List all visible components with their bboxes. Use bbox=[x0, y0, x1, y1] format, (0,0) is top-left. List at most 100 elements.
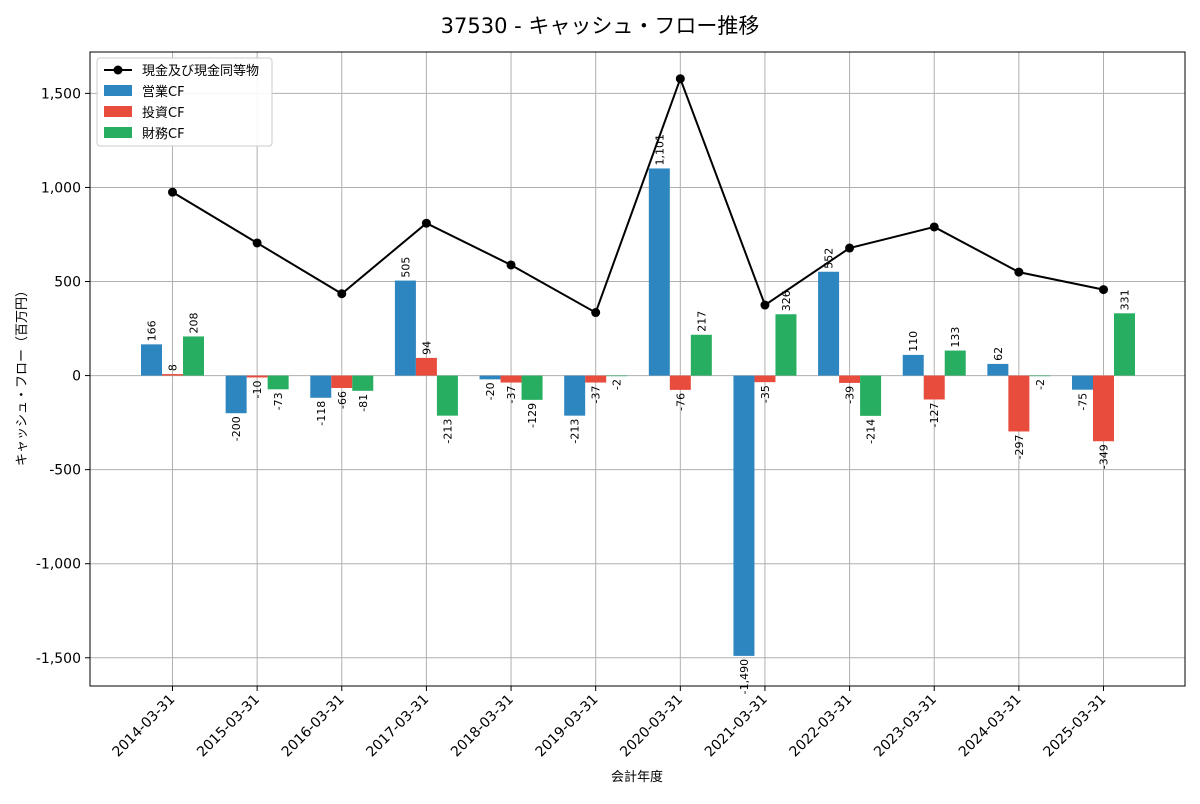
financing-cf-bar bbox=[352, 375, 374, 391]
x-tick-label: 2014-03-31 bbox=[109, 692, 178, 761]
financing-cf-data-label: 217 bbox=[695, 311, 708, 332]
cash-balance-point bbox=[1099, 285, 1108, 295]
investing-cf-bar bbox=[500, 375, 522, 383]
investing-cf-bar bbox=[162, 374, 183, 376]
financing-cf-bar bbox=[860, 375, 882, 416]
investing-cf-data-label: -66 bbox=[336, 391, 349, 409]
financing-cf-data-label: -2 bbox=[611, 379, 624, 390]
financing-cf-bar bbox=[1114, 313, 1135, 376]
operating-cf-bar bbox=[1072, 375, 1093, 390]
operating-cf-data-label: -118 bbox=[315, 401, 328, 426]
financing-cf-data-label: -2 bbox=[1034, 379, 1047, 390]
investing-cf-bar bbox=[331, 375, 353, 389]
cash-balance-point bbox=[1014, 267, 1024, 277]
operating-cf-bar bbox=[564, 375, 586, 416]
financing-cf-data-label: 208 bbox=[188, 312, 201, 333]
financing-cf-data-label: -73 bbox=[272, 392, 285, 410]
cash-balance-point bbox=[252, 238, 262, 248]
financing-cf-bar bbox=[690, 334, 712, 376]
x-tick-label: 2024-03-31 bbox=[956, 692, 1025, 761]
x-tick-label: 2025-03-31 bbox=[1040, 692, 1109, 761]
operating-cf-data-label: 1,101 bbox=[653, 134, 666, 166]
x-tick-label: 2017-03-31 bbox=[363, 692, 432, 761]
x-tick-label: 2015-03-31 bbox=[194, 692, 263, 761]
operating-cf-bar bbox=[394, 280, 416, 376]
financing-cf-bar bbox=[267, 375, 289, 390]
operating-cf-data-label: -75 bbox=[1077, 393, 1090, 411]
investing-cf-bar bbox=[923, 375, 945, 400]
chart-title: 37530 - キャッシュ・フロー推移 bbox=[441, 14, 760, 38]
legend-swatch-financing-cf bbox=[104, 127, 132, 138]
operating-cf-bar bbox=[733, 375, 755, 656]
data-labels-layer: 166 -200 -118 505 -20 -213 1,101 -1,490 552 110 62… bbox=[146, 134, 1132, 694]
financing-cf-bar bbox=[944, 350, 966, 376]
x-tick-label: 2020-03-31 bbox=[617, 692, 686, 761]
cash-balance-point bbox=[845, 243, 855, 253]
operating-cf-data-label: 62 bbox=[992, 347, 1005, 361]
financing-cf-bar bbox=[775, 314, 797, 376]
investing-cf-data-label: -39 bbox=[844, 386, 857, 404]
financing-cf-data-label: -81 bbox=[357, 394, 370, 412]
x-tick-label: 2016-03-31 bbox=[279, 692, 348, 761]
operating-cf-data-label: -200 bbox=[230, 416, 243, 441]
financing-cf-bar bbox=[1029, 375, 1051, 377]
investing-cf-data-label: -10 bbox=[251, 380, 264, 398]
cash-balance-point bbox=[506, 260, 516, 270]
operating-cf-bar bbox=[479, 375, 501, 380]
x-tick-label: 2018-03-31 bbox=[448, 692, 517, 761]
cash-balance-line bbox=[171, 75, 1104, 315]
bars-layer bbox=[141, 168, 1135, 656]
x-tick-label: 2022-03-31 bbox=[787, 692, 856, 761]
y-tick-label: -1,000 bbox=[36, 557, 81, 573]
financing-cf-data-label: -129 bbox=[526, 403, 539, 428]
investing-cf-data-label: -297 bbox=[1013, 434, 1026, 459]
cash-balance-point bbox=[929, 222, 939, 232]
legend-swatch-operating-cf bbox=[104, 85, 132, 96]
operating-cf-bar bbox=[648, 168, 670, 376]
investing-cf-data-label: -37 bbox=[505, 386, 518, 404]
x-tick-label: 2019-03-31 bbox=[533, 692, 602, 761]
investing-cf-bar bbox=[669, 375, 691, 390]
operating-cf-data-label: 505 bbox=[399, 257, 412, 278]
operating-cf-data-label: -1,490 bbox=[738, 659, 751, 694]
operating-cf-bar bbox=[902, 354, 924, 376]
x-tick-label: 2021-03-31 bbox=[702, 692, 771, 761]
line-layer bbox=[168, 74, 1108, 318]
cash-balance-point bbox=[760, 300, 770, 310]
grid-layer bbox=[90, 52, 1185, 686]
y-tick-label: 500 bbox=[54, 275, 81, 291]
legend-swatch-cash-marker bbox=[113, 65, 123, 75]
legend-label-financing-cf: 財務CF bbox=[142, 127, 185, 142]
operating-cf-bar bbox=[310, 375, 332, 398]
operating-cf-bar bbox=[225, 375, 247, 414]
investing-cf-data-label: 94 bbox=[420, 341, 433, 355]
y-tick-label: 1,500 bbox=[41, 86, 81, 102]
financing-cf-data-label: 133 bbox=[949, 327, 962, 348]
plot-frame bbox=[89, 51, 1186, 687]
investing-cf-data-label: -37 bbox=[590, 386, 603, 404]
cash-balance-point bbox=[421, 218, 431, 228]
y-axis-label: キャッシュ・フロー（百万円） bbox=[15, 284, 30, 466]
operating-cf-data-label: -20 bbox=[484, 382, 497, 400]
y-tick-label: -1,500 bbox=[36, 651, 81, 667]
financing-cf-bar bbox=[606, 375, 628, 377]
investing-cf-bar bbox=[1008, 375, 1030, 432]
legend-swatch-investing-cf bbox=[104, 106, 132, 117]
financing-cf-bar bbox=[183, 336, 204, 376]
cash-balance-point bbox=[675, 74, 685, 84]
investing-cf-bar bbox=[1093, 375, 1114, 442]
operating-cf-data-label: -213 bbox=[569, 419, 582, 444]
investing-cf-data-label: -127 bbox=[928, 402, 941, 427]
investing-cf-data-label: -349 bbox=[1098, 444, 1111, 469]
financing-cf-data-label: 326 bbox=[780, 290, 793, 311]
legend-label-cash: 現金及び現金同等物 bbox=[142, 63, 259, 79]
investing-cf-data-label: -35 bbox=[759, 385, 772, 403]
legend-label-investing-cf: 投資CF bbox=[142, 105, 185, 121]
financing-cf-data-label: -214 bbox=[865, 419, 878, 444]
cash-balance-point bbox=[591, 308, 601, 318]
investing-cf-data-label: -76 bbox=[674, 393, 687, 411]
investing-cf-bar bbox=[415, 357, 437, 376]
financing-cf-bar bbox=[436, 375, 458, 416]
